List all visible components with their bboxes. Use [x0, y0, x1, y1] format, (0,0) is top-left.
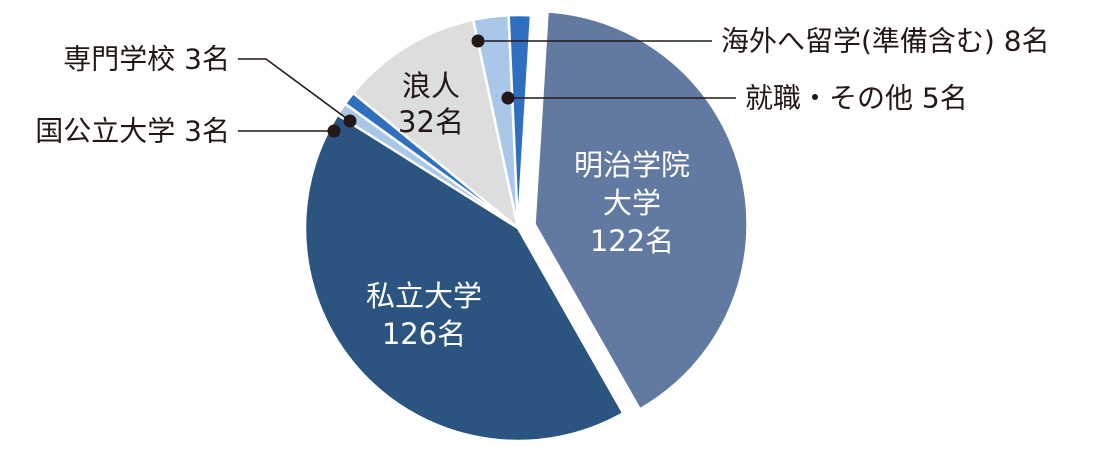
leader-dot-就職その他: [501, 91, 515, 105]
pie-slice-就職その他: [507, 13, 533, 230]
pie-slices: [303, 10, 749, 443]
data-label-浪人-line1: 浪人: [402, 69, 460, 103]
data-label-国公立大学: 国公立大学 3名: [35, 115, 230, 148]
data-label-就職その他: 就職・その他 5名: [745, 82, 968, 115]
data-label-海外へ留学準備含む: 海外へ留学(準備含む) 8名: [721, 25, 1050, 58]
data-label-専門学校: 専門学校 3名: [63, 43, 230, 76]
data-label-浪人-line2: 32名: [398, 105, 464, 139]
data-label-私立大学-line1: 私立大学: [366, 279, 482, 313]
pie-slice-明治学院大学: [533, 10, 749, 411]
data-label-明治学院大学-line2: 大学: [603, 186, 661, 220]
pie-slice-浪人: [351, 18, 520, 230]
data-label-明治学院大学-line1: 明治学院: [574, 148, 690, 182]
data-label-明治学院大学-line3: 122名: [590, 224, 674, 258]
leader-dot-海外へ留学準備含む: [471, 34, 485, 48]
leader-dot-国公立大学: [327, 124, 341, 138]
data-label-私立大学-line2: 126名: [382, 317, 466, 351]
leader-dot-専門学校: [343, 114, 357, 128]
pie-slice-私立大学: [303, 113, 625, 443]
leader-line-専門学校: [238, 58, 351, 122]
